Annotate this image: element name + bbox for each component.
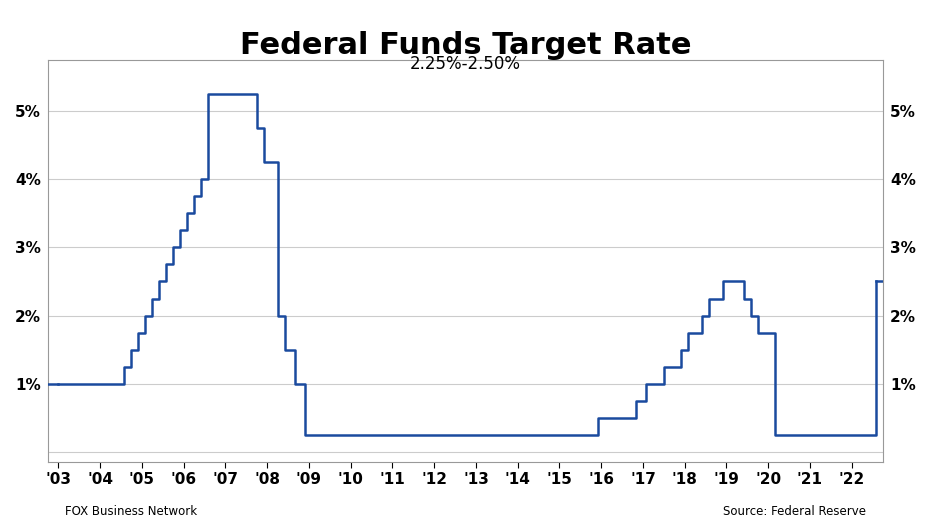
Title: Federal Funds Target Rate: Federal Funds Target Rate: [240, 31, 691, 60]
Text: Source: Federal Reserve: Source: Federal Reserve: [722, 505, 866, 518]
Text: 2.25%-2.50%: 2.25%-2.50%: [410, 55, 521, 73]
Text: FOX Business Network: FOX Business Network: [65, 505, 197, 518]
